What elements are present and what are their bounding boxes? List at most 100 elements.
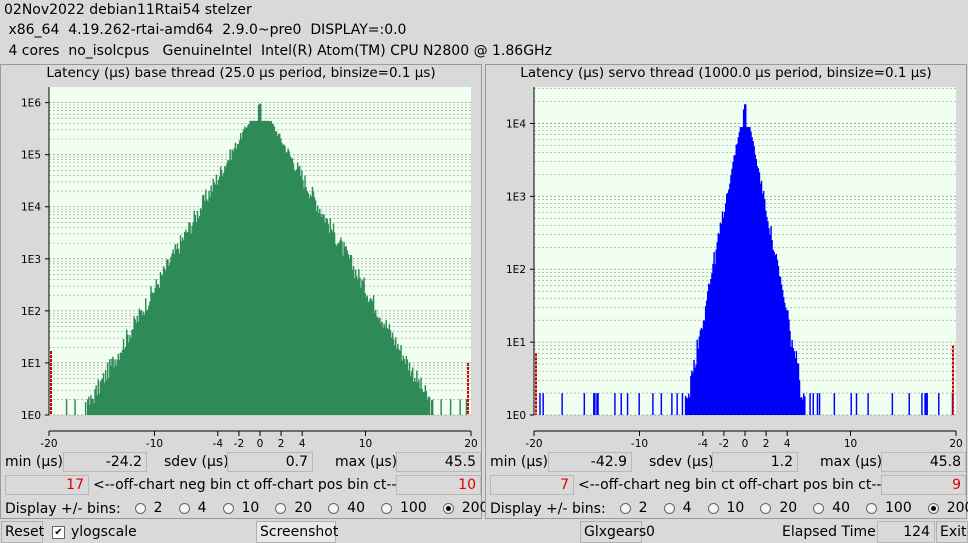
servo-bar <box>583 393 586 415</box>
base-bar <box>380 323 382 415</box>
radio-indicator[interactable] <box>381 502 392 514</box>
servo-bar <box>788 319 790 415</box>
base-bar <box>376 316 378 415</box>
servo-bins-radio-40[interactable]: 40 <box>813 500 850 516</box>
servo-bins-radio-4[interactable]: 4 <box>663 500 692 516</box>
servo-bar <box>733 155 735 416</box>
base-bar <box>371 301 374 415</box>
radio-indicator[interactable] <box>442 502 454 514</box>
base-min-value: -24.2 <box>63 452 147 472</box>
base-bar <box>103 382 106 415</box>
servo-bar <box>756 166 759 415</box>
base-bar <box>372 295 375 415</box>
base-bar <box>177 248 180 415</box>
radio-indicator[interactable] <box>328 502 340 514</box>
servo-bar <box>780 284 783 415</box>
radio-indicator[interactable] <box>178 502 190 514</box>
base-bar <box>163 268 166 415</box>
base-bar <box>265 120 267 415</box>
servo-bar <box>752 141 754 416</box>
base-x-tick-label: 2 <box>278 438 285 450</box>
radio-indicator[interactable] <box>866 502 877 514</box>
radio-label: 20 <box>294 500 313 517</box>
base-bar <box>374 309 377 415</box>
servo-bar <box>732 162 734 415</box>
servo-bar <box>792 347 794 415</box>
ylogscale-checkbox[interactable]: ✔ <box>52 525 65 539</box>
radio-indicator[interactable] <box>813 502 825 514</box>
radio-indicator[interactable] <box>760 502 772 514</box>
base-bar <box>218 176 221 415</box>
base-bins-radio-200[interactable]: 200 <box>442 500 488 516</box>
base-bins-radio-100[interactable]: 100 <box>381 500 427 516</box>
base-bar <box>286 151 288 415</box>
base-bar <box>193 210 195 415</box>
base-bar <box>196 210 199 415</box>
servo-bar <box>704 306 707 415</box>
radio-label: 10 <box>726 500 745 517</box>
servo-bar <box>924 393 926 415</box>
servo-bins-radio-100[interactable]: 100 <box>866 500 912 516</box>
base-bar <box>337 243 339 415</box>
base-bins-radio-10[interactable]: 10 <box>222 500 259 516</box>
servo-bar <box>688 393 690 415</box>
base-bar <box>149 301 151 415</box>
radio-indicator[interactable] <box>134 502 146 514</box>
base-min-label: min (µs) <box>5 454 63 470</box>
servo-bins-radio-2[interactable]: 2 <box>619 500 648 516</box>
base-bar <box>216 184 219 415</box>
base-bar <box>290 157 293 415</box>
glxgears-button[interactable]: Glxgears <box>580 521 646 543</box>
ylogscale-toggle[interactable]: ✔ ylogscale <box>52 521 137 543</box>
base-bar <box>363 277 365 415</box>
base-bar <box>157 284 160 415</box>
base-bar <box>332 223 335 415</box>
radio-indicator[interactable] <box>275 502 287 514</box>
servo-bar <box>779 276 782 415</box>
exit-button[interactable]: Exit <box>936 521 968 543</box>
radio-indicator[interactable] <box>707 502 719 514</box>
base-y-tick-label: 1E3 <box>21 254 41 266</box>
base-bins-radio-2[interactable]: 2 <box>134 500 163 516</box>
base-bar <box>249 120 251 415</box>
servo-bar <box>735 144 737 415</box>
base-bar <box>342 255 344 415</box>
base-bins-radio-40[interactable]: 40 <box>328 500 365 516</box>
radio-indicator[interactable] <box>663 502 675 514</box>
base-bar <box>74 399 76 415</box>
radio-indicator[interactable] <box>619 502 631 514</box>
servo-bar <box>542 393 544 415</box>
base-bar <box>191 225 193 415</box>
servo-bar <box>730 175 732 415</box>
base-bar <box>142 311 145 415</box>
reset-button[interactable]: Reset <box>1 521 44 543</box>
base-bar <box>109 359 111 415</box>
radio-indicator[interactable] <box>927 502 939 514</box>
base-bins-radio-4[interactable]: 4 <box>178 500 207 516</box>
base-bar <box>314 200 317 415</box>
servo-bar <box>850 393 852 415</box>
base-bar <box>401 360 403 415</box>
base-bar <box>287 148 289 416</box>
servo-bins-radio-10[interactable]: 10 <box>707 500 745 517</box>
base-bar <box>232 151 235 415</box>
base-bar <box>338 243 340 415</box>
base-bar <box>96 395 98 415</box>
base-bar <box>417 382 419 415</box>
radio-indicator[interactable] <box>222 502 234 514</box>
base-bar <box>252 120 255 415</box>
radio-label: 200 <box>946 500 968 517</box>
base-bar <box>129 334 131 415</box>
base-bar <box>201 195 204 415</box>
radio-label: 100 <box>885 500 912 517</box>
servo-bins-radio-20[interactable]: 20 <box>760 500 797 516</box>
base-bar <box>291 158 294 415</box>
base-bar <box>138 308 141 415</box>
elapsed-time-value: 124 <box>877 521 935 543</box>
base-bar <box>422 391 424 415</box>
base-bar <box>159 271 162 415</box>
screenshot-button[interactable]: Screenshot <box>256 521 338 543</box>
base-bins-radio-20[interactable]: 20 <box>275 500 312 516</box>
servo-bar <box>722 217 725 415</box>
servo-bins-radio-200[interactable]: 200 <box>927 500 968 517</box>
